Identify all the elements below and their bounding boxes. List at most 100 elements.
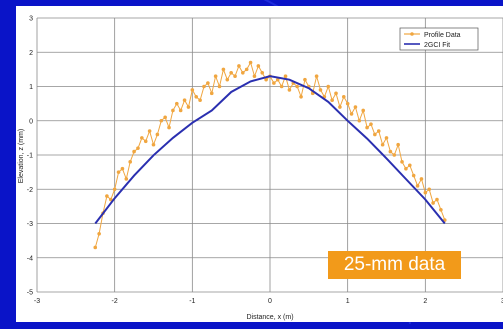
x-tick-label: -2: [112, 298, 118, 305]
y-tick-label: -2: [27, 187, 33, 194]
data-point: [252, 74, 257, 79]
data-point: [93, 245, 98, 250]
data-point: [415, 184, 420, 188]
x-axis-label: Distance, x (m): [246, 314, 293, 321]
data-point: [408, 163, 412, 168]
legend: Profile Data 2GCI Fit: [399, 27, 479, 51]
data-point: [225, 77, 230, 82]
data-resolution-badge: 25-mm data: [328, 251, 461, 279]
data-point: [341, 94, 346, 99]
y-tick-label: -5: [27, 290, 33, 297]
data-point: [151, 142, 156, 147]
data-point: [376, 129, 381, 133]
data-point: [116, 170, 121, 174]
data-point: [314, 74, 319, 79]
data-point: [334, 91, 338, 96]
grid: [36, 17, 503, 293]
data-point: [132, 149, 136, 154]
data-point: [244, 67, 249, 72]
data-point: [167, 125, 171, 130]
x-tick-label: 1: [346, 298, 350, 305]
data-point: [303, 77, 307, 82]
data-point: [264, 77, 268, 82]
data-point: [411, 173, 416, 178]
data-point: [419, 177, 424, 181]
data-point: [439, 208, 443, 212]
data-point: [427, 187, 432, 192]
data-point: [186, 105, 191, 109]
data-point: [155, 132, 160, 137]
data-point: [373, 132, 377, 137]
y-tick-label: -4: [27, 255, 33, 262]
data-point: [361, 108, 366, 113]
data-point: [171, 108, 175, 113]
data-point: [178, 108, 183, 113]
data-point: [431, 201, 435, 205]
data-point: [105, 194, 109, 198]
data-point: [357, 118, 362, 123]
data-point: [217, 84, 222, 89]
data-point: [140, 136, 144, 140]
data-point: [108, 197, 113, 202]
data-point: [338, 105, 342, 109]
data-point: [206, 81, 210, 85]
data-point: [365, 125, 369, 130]
legend-label-fit: 2GCI Fit: [424, 42, 450, 49]
data-point: [295, 84, 299, 89]
data-point: [388, 149, 393, 154]
x-tick-label: -1: [189, 298, 195, 305]
data-point: [318, 88, 323, 92]
data-point: [299, 94, 303, 99]
data-point: [248, 60, 253, 65]
data-point: [272, 81, 276, 85]
data-point: [349, 112, 354, 116]
y-tick-label: 3: [29, 16, 33, 23]
data-point: [326, 84, 331, 89]
data-point: [287, 88, 292, 92]
data-point: [143, 139, 148, 144]
data-point: [392, 153, 397, 157]
data-point: [229, 71, 233, 75]
data-point: [330, 98, 334, 102]
data-point: [198, 98, 202, 102]
data-point: [435, 197, 439, 202]
legend-label-profile: Profile Data: [424, 32, 461, 39]
y-tick-label: 1: [29, 84, 33, 91]
data-point: [163, 115, 167, 120]
data-point: [182, 98, 187, 102]
data-point: [120, 166, 125, 171]
data-point: [283, 74, 288, 79]
data-point: [136, 146, 140, 150]
series-layer: [93, 60, 447, 250]
data-point: [112, 187, 117, 192]
data-point: [213, 74, 218, 79]
y-tick-label: 2: [29, 50, 33, 57]
data-point: [194, 94, 199, 99]
x-tick-label: 0: [268, 298, 272, 305]
x-tick-label: 2: [423, 298, 427, 305]
data-point: [345, 101, 350, 106]
x-tick-label: -3: [34, 298, 40, 305]
data-point: [369, 122, 373, 126]
data-point: [423, 190, 428, 195]
x-axis-ticks: -3 -2 -1 0 1 2 3: [34, 298, 503, 305]
data-point: [175, 101, 179, 106]
data-point: [237, 64, 241, 68]
y-tick-label: -3: [27, 221, 33, 228]
data-point: [279, 84, 284, 89]
y-tick-label: -1: [27, 153, 33, 160]
data-point: [159, 118, 164, 123]
x-tick-label: 3: [501, 298, 503, 305]
y-axis-ticks: -5 -4 -3 -2 -1 0 1 2 3: [27, 16, 33, 297]
data-point: [380, 142, 385, 147]
data-point: [202, 84, 206, 89]
data-point: [241, 71, 245, 75]
data-point: [209, 91, 214, 96]
data-point: [233, 74, 237, 79]
data-point: [396, 142, 400, 147]
data-point: [353, 105, 358, 109]
data-point: [404, 166, 408, 171]
data-point: [256, 64, 261, 68]
data-point: [97, 231, 101, 236]
y-axis-label: Elevation, z (mm): [18, 129, 25, 183]
